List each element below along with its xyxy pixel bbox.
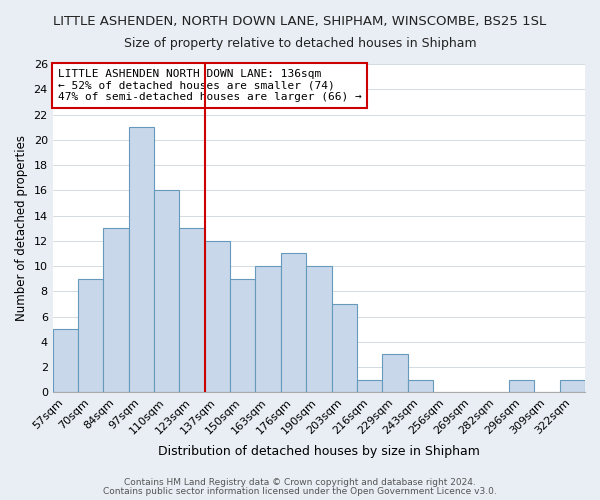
Bar bbox=[509, 380, 535, 392]
Text: Contains public sector information licensed under the Open Government Licence v3: Contains public sector information licen… bbox=[103, 487, 497, 496]
Bar bbox=[256, 266, 281, 392]
Bar bbox=[53, 329, 78, 392]
Bar bbox=[230, 278, 256, 392]
Bar bbox=[78, 278, 103, 392]
Bar bbox=[103, 228, 129, 392]
Bar bbox=[560, 380, 585, 392]
Bar bbox=[357, 380, 382, 392]
Y-axis label: Number of detached properties: Number of detached properties bbox=[15, 135, 28, 321]
Bar bbox=[306, 266, 332, 392]
Text: Contains HM Land Registry data © Crown copyright and database right 2024.: Contains HM Land Registry data © Crown c… bbox=[124, 478, 476, 487]
Bar bbox=[332, 304, 357, 392]
Bar bbox=[154, 190, 179, 392]
Bar bbox=[281, 254, 306, 392]
Bar bbox=[382, 354, 407, 393]
Text: LITTLE ASHENDEN, NORTH DOWN LANE, SHIPHAM, WINSCOMBE, BS25 1SL: LITTLE ASHENDEN, NORTH DOWN LANE, SHIPHA… bbox=[53, 15, 547, 28]
Text: Size of property relative to detached houses in Shipham: Size of property relative to detached ho… bbox=[124, 38, 476, 51]
X-axis label: Distribution of detached houses by size in Shipham: Distribution of detached houses by size … bbox=[158, 444, 480, 458]
Bar bbox=[129, 127, 154, 392]
Bar bbox=[407, 380, 433, 392]
Bar bbox=[205, 241, 230, 392]
Bar bbox=[179, 228, 205, 392]
Text: LITTLE ASHENDEN NORTH DOWN LANE: 136sqm
← 52% of detached houses are smaller (74: LITTLE ASHENDEN NORTH DOWN LANE: 136sqm … bbox=[58, 69, 362, 102]
